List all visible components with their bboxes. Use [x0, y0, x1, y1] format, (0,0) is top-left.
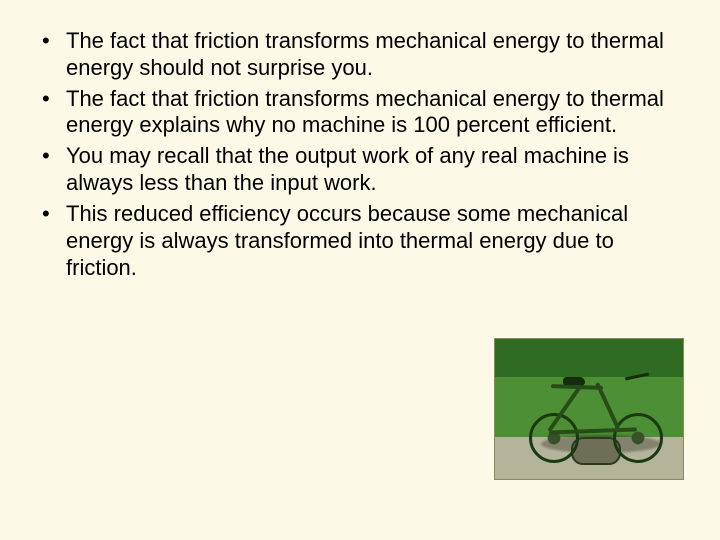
slide: The fact that friction transforms mechan… — [0, 0, 720, 540]
bullet-text: The fact that friction transforms mechan… — [66, 28, 664, 80]
bullet-list: The fact that friction transforms mechan… — [36, 28, 684, 281]
mower-bike-icon — [523, 357, 673, 467]
bullet-text: This reduced efficiency occurs because s… — [66, 201, 628, 280]
list-item: The fact that friction transforms mechan… — [36, 28, 684, 82]
handlebar-icon — [625, 373, 649, 381]
seat-icon — [563, 377, 585, 385]
bullet-text: The fact that friction transforms mechan… — [66, 86, 664, 138]
lawn-mower-photo — [494, 338, 684, 480]
frame-icon — [541, 379, 641, 449]
list-item: You may recall that the output work of a… — [36, 143, 684, 197]
list-item: The fact that friction transforms mechan… — [36, 86, 684, 140]
list-item: This reduced efficiency occurs because s… — [36, 201, 684, 281]
bullet-text: You may recall that the output work of a… — [66, 143, 629, 195]
